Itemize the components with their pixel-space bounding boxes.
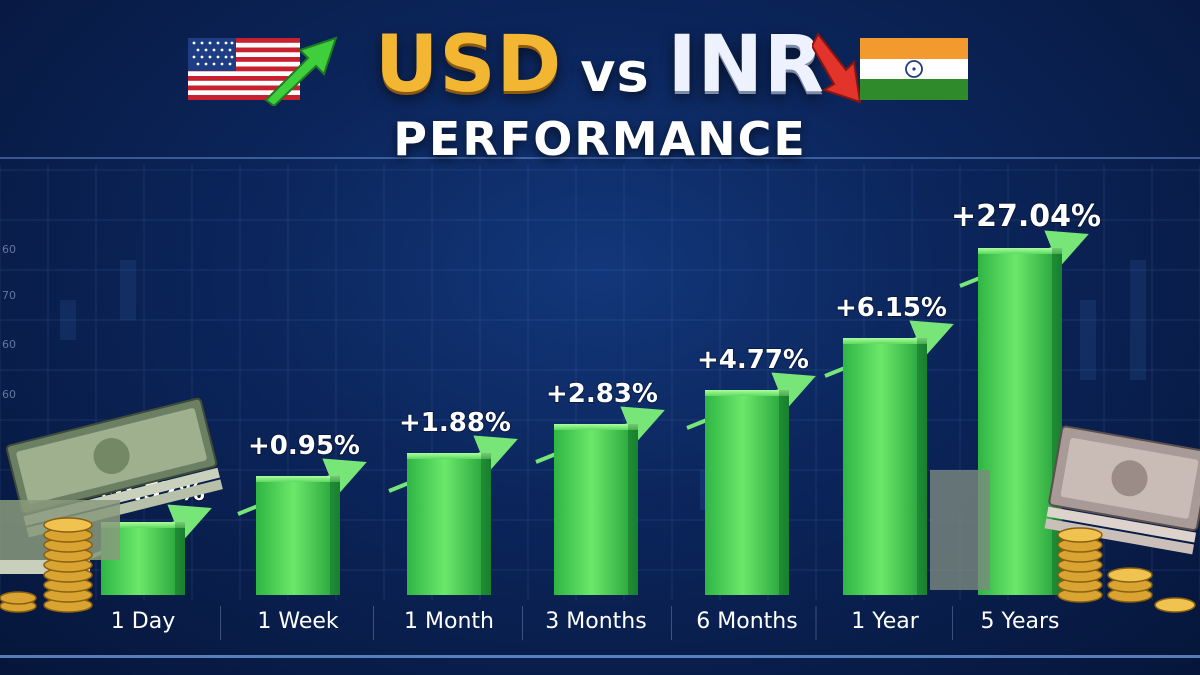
category-label: 5 Years [980,609,1059,634]
bar-shade [330,476,340,595]
page-subtitle: PERFORMANCE [393,112,807,166]
background-axis-ticks: 60 70 60 60 [2,243,16,401]
us-flag-icon [188,38,300,100]
value-label: +0.95% [248,431,360,461]
value-label: +1.88% [399,408,511,438]
gold-coins-icon [0,517,93,613]
background-candle [60,300,76,340]
bar-shade [628,424,638,595]
bar [554,424,638,595]
category-label: 1 Week [257,609,339,634]
bar-shade [1052,248,1062,595]
bar-shade [917,338,927,595]
bar-top [705,390,789,396]
title-vs: vs [580,41,650,104]
gold-coins-icon [1057,527,1196,613]
value-label: +2.83% [546,379,658,409]
bar-shade [779,390,789,595]
bar-1-week [256,476,340,595]
category-label: 6 Months [696,609,797,634]
bar-1-year [843,338,927,595]
bar-6-months [705,390,789,595]
background-candle [120,260,136,320]
header-divider [0,157,1200,159]
bar-5-years [978,248,1062,595]
bottom-divider [0,655,1200,658]
arrow-up-icon [264,36,338,106]
bar-shade [175,522,185,595]
india-flag-icon [860,38,968,100]
bar-top [843,338,927,344]
bar [256,476,340,595]
title-usd: USD [375,20,563,110]
value-label: +27.04% [951,199,1101,234]
bar-top [256,476,340,482]
background-candle [1080,300,1096,380]
bar [705,390,789,595]
background-tick-label: 60 [2,243,16,256]
background-tick-label: 60 [2,338,16,351]
value-labels: +0.57%+0.95%+1.88%+2.83%+4.77%+6.15%+27.… [92,198,1102,508]
bar-shade [481,453,491,595]
background-tick-label: 70 [2,289,16,302]
bar-3-months [554,424,638,595]
value-label: +4.77% [697,345,809,375]
bar-top [407,453,491,459]
category-labels: 1 Day 1 Week 1 Month 3 Months 6 Months 1 Year… [111,606,1060,640]
header: USD vs INR PERFORMANCE [0,18,1200,166]
value-label: +6.15% [835,293,947,323]
bar-top [554,424,638,430]
arrow-down-icon [812,32,862,104]
page-title: USD vs INR [0,20,1200,110]
title-inr: INR [667,20,825,110]
category-label: 1 Year [851,609,920,634]
bar-1-month [407,453,491,595]
category-label: 1 Day [111,609,175,634]
bar [407,453,491,595]
background-tick-label: 60 [2,388,16,401]
bar-top [101,522,185,528]
background-candle [1130,260,1146,380]
bar [978,248,1062,595]
bar [843,338,927,595]
category-label: 1 Month [404,609,494,634]
category-label: 3 Months [545,609,646,634]
bar-top [978,248,1062,254]
cash-stack-icon [930,425,1200,590]
